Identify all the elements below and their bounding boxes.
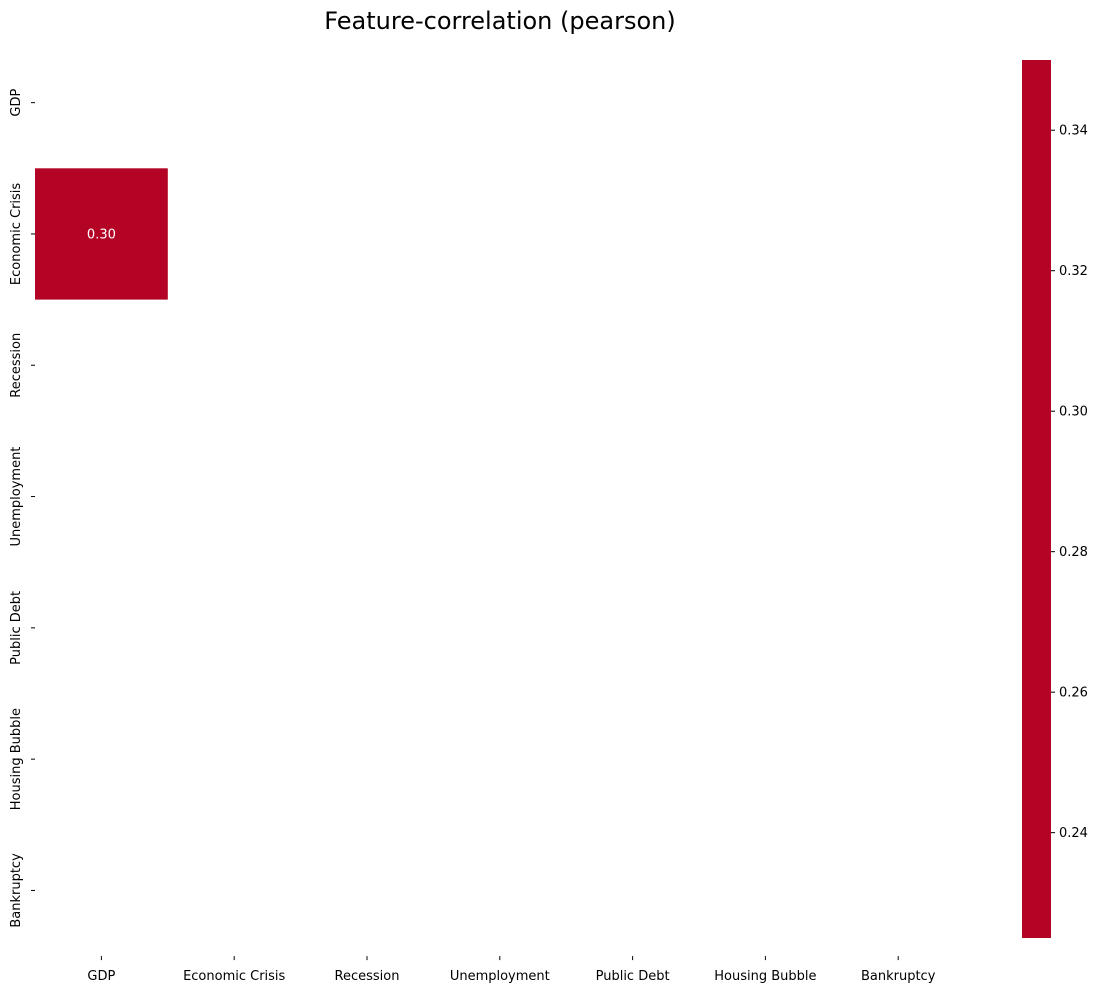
colorbar [1022, 60, 1051, 938]
x-tick-label-public-debt: Public Debt [596, 969, 670, 984]
heatmap-cell-label: 0.30 [87, 227, 116, 242]
x-tick-label-housing-bubble: Housing Bubble [714, 969, 816, 984]
colorbar-tick-label: 0.30 [1059, 405, 1088, 420]
colorbar-tick-label: 0.32 [1059, 264, 1088, 279]
y-tick-label-recession: Recession [9, 333, 24, 398]
y-tick-label-unemployment: Unemployment [9, 447, 24, 547]
colorbar-tick-label: 0.26 [1059, 686, 1088, 701]
x-axis: GDP Economic Crisis Recession Unemployment P… [87, 956, 936, 984]
y-tick-label-public-debt: Public Debt [9, 591, 24, 665]
chart-title: Feature-correlation (pearson) [324, 7, 675, 35]
x-tick-label-recession: Recession [335, 969, 400, 984]
heatmap-cell-economic-crisis-gdp [35, 168, 168, 300]
heatmap-cells: 0.30 [35, 168, 168, 300]
y-tick-label-housing-bubble: Housing Bubble [9, 708, 24, 810]
colorbar-tick-label: 0.28 [1059, 545, 1088, 560]
x-tick-label-bankruptcy: Bankruptcy [861, 969, 936, 984]
colorbar-axis: 0.24 0.26 0.28 0.30 0.32 0.34 [1051, 124, 1088, 841]
y-tick-label-gdp: GDP [9, 89, 24, 117]
y-tick-label-economic-crisis: Economic Crisis [9, 183, 24, 285]
y-axis: GDP Economic Crisis Recession Unemployment P… [9, 89, 35, 928]
y-tick-label-bankruptcy: Bankruptcy [9, 853, 24, 928]
colorbar-tick-label: 0.34 [1059, 124, 1088, 139]
colorbar-tick-label: 0.24 [1059, 826, 1088, 841]
x-tick-label-unemployment: Unemployment [450, 969, 550, 984]
x-tick-label-gdp: GDP [87, 969, 115, 984]
x-tick-label-economic-crisis: Economic Crisis [183, 969, 285, 984]
